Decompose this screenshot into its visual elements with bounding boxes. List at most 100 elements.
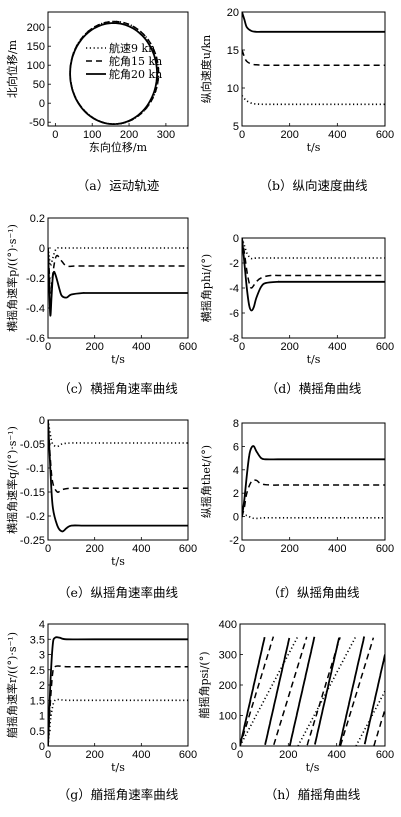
y-tick-label: 0 <box>231 741 237 753</box>
x-tick-label: 0 <box>52 129 58 141</box>
y-tick-label: 1.5 <box>30 695 45 707</box>
legend-label: 舵角15 kn <box>109 54 162 68</box>
series-group <box>242 445 385 520</box>
y-tick-label: 100 <box>27 60 45 72</box>
panel-caption: （b）纵向速度曲线 <box>259 178 368 193</box>
y-tick-label: -8 <box>229 333 239 345</box>
y-tick-label: 1 <box>39 711 45 723</box>
series-line-dashed <box>242 479 385 517</box>
x-tick-label: 600 <box>376 341 394 353</box>
y-tick-label: 8 <box>233 418 239 430</box>
y-tick-label: -2 <box>229 258 239 270</box>
x-tick-label: 100 <box>83 129 101 141</box>
x-tick-label: 0 <box>239 543 245 555</box>
series-line-dashed <box>48 420 188 494</box>
plot-frame <box>47 11 189 127</box>
y-tick-label: -2 <box>229 535 239 547</box>
x-tick-label: 200 <box>85 543 103 555</box>
y-tick-label: 2.5 <box>30 665 45 677</box>
series-line-dashed <box>48 665 188 746</box>
x-tick-label: 200 <box>280 543 298 555</box>
x-tick-label: 400 <box>132 749 150 761</box>
chart-panel-c: 0 200 400 600 -0.6 -0.4 -0.2 0 0.2 t/s 横摇角速率p/((°)… <box>5 213 197 396</box>
x-tick-label: 400 <box>328 341 346 353</box>
series-line-dashed <box>242 238 385 289</box>
y-tick-label: -0.25 <box>20 535 45 547</box>
series-line-dotted <box>242 514 385 520</box>
y-tick-label: -0.15 <box>20 487 45 499</box>
y-tick-label: 10 <box>227 83 239 95</box>
series-line-solid <box>242 238 385 312</box>
series-group <box>240 636 385 746</box>
series-line-dotted <box>48 246 188 267</box>
x-tick-label: 400 <box>328 129 346 141</box>
y-tick-label: 0 <box>233 233 239 245</box>
chart-panel-g: 0 200 400 60000.511.522.533.54t/s艏摇角速率r/((°… <box>5 619 197 802</box>
y-tick-label: -6 <box>229 308 239 320</box>
y-tick-label: 0 <box>39 741 45 753</box>
panel-caption: （g）艏摇角速率曲线 <box>58 787 179 802</box>
series-line-solid <box>48 420 188 533</box>
x-tick-label: 0 <box>239 341 245 353</box>
y-tick-label: 0.5 <box>30 726 45 738</box>
series-line-solid <box>242 12 385 33</box>
x-tick-label: 300 <box>157 129 175 141</box>
plot-frame <box>47 419 189 541</box>
series-line-dotted <box>48 698 188 746</box>
x-axis-label: t/s <box>111 353 125 366</box>
x-axis-label: 东向位移/m <box>89 140 148 154</box>
series-line-solid <box>240 636 385 746</box>
y-tick-label: 150 <box>27 41 45 53</box>
series-line-dotted <box>48 420 188 448</box>
x-tick-label: 600 <box>376 129 394 141</box>
series-line-dashed <box>48 247 188 294</box>
x-tick-label: 600 <box>179 341 197 353</box>
chart-panel-a: 0 100 200 300-50050100150200东向位移/m北向位移/m（a）… <box>5 11 189 193</box>
series-group <box>48 246 188 317</box>
legend-label: 航速9 kn <box>109 41 155 55</box>
panel-caption: （f）纵摇角曲线 <box>267 585 360 600</box>
x-tick-label: 200 <box>280 129 298 141</box>
series-group <box>242 12 385 106</box>
x-tick-label: 600 <box>179 749 197 761</box>
x-tick-label: 0 <box>45 341 51 353</box>
series-line-solid <box>242 445 385 517</box>
x-tick-label: 400 <box>328 543 346 555</box>
chart-panel-b: 0 200 400 600 5 10 15 20 t/s 纵向速度u/kn （b）纵向速度曲线 <box>199 7 394 193</box>
y-tick-label: 6 <box>233 441 239 453</box>
y-axis-label: 纵向速度u/kn <box>199 35 213 104</box>
x-tick-label: 0 <box>45 749 51 761</box>
y-tick-label: 4 <box>39 619 45 631</box>
y-axis-label: 艏摇角速率r/((°)·s⁻¹) <box>5 632 19 738</box>
x-axis-label: t/s <box>111 761 125 774</box>
plot-frame <box>47 217 189 339</box>
chart-panel-e: 0 200 400 600 -0.25 -0.2 -0.15 -0.1 -0.05 0 t/s 横摇角… <box>5 415 197 600</box>
y-tick-label: 0 <box>39 243 45 255</box>
y-tick-label: -50 <box>29 117 45 129</box>
series-group <box>69 20 160 126</box>
y-tick-label: -0.2 <box>26 273 45 285</box>
y-tick-label: 2 <box>233 488 239 500</box>
panel-caption: （c）横摇角速率曲线 <box>58 381 178 396</box>
series-line-solid <box>69 22 159 126</box>
series-line-dotted <box>242 95 385 106</box>
x-tick-label: 0 <box>237 749 243 761</box>
y-tick-label: 0 <box>233 512 239 524</box>
x-tick-label: 600 <box>179 543 197 555</box>
y-tick-label: 50 <box>33 79 45 91</box>
y-tick-label: 5 <box>233 121 239 133</box>
y-axis-label: 横摇角phi/(°) <box>199 254 213 322</box>
x-tick-label: 0 <box>45 543 51 555</box>
panel-caption: （a）运动轨迹 <box>77 178 160 193</box>
y-tick-label: 200 <box>27 22 45 34</box>
y-axis-label: 北向位移/m <box>5 39 19 98</box>
series-line-solid <box>48 636 188 746</box>
x-tick-label: 200 <box>280 341 298 353</box>
y-tick-label: 0.2 <box>30 213 45 225</box>
y-axis-label: 横摇角速率q/((°)·s⁻¹) <box>5 426 19 534</box>
x-tick-label: 400 <box>132 543 150 555</box>
y-tick-label: 3.5 <box>30 634 45 646</box>
y-tick-label: -0.6 <box>26 333 45 345</box>
y-tick-label: 4 <box>233 465 239 477</box>
series-line-solid <box>48 247 188 317</box>
